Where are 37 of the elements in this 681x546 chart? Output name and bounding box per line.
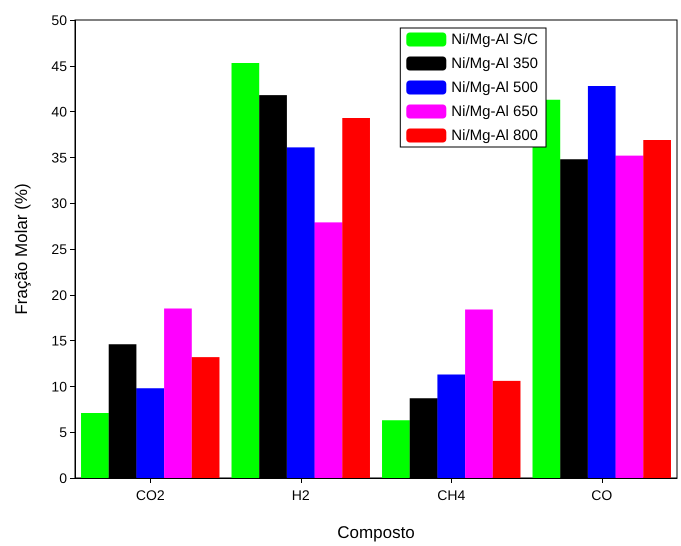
x-tick-label: H2 xyxy=(292,487,310,503)
bar xyxy=(136,388,164,478)
y-tick-label: 35 xyxy=(51,149,68,166)
bar xyxy=(588,86,616,478)
bar xyxy=(616,156,644,478)
y-tick-label: 45 xyxy=(51,58,68,74)
bar xyxy=(643,140,671,478)
bar xyxy=(382,420,410,478)
bar xyxy=(232,63,260,478)
x-tick-label: CH4 xyxy=(437,487,466,503)
legend-label: Ni/Mg-Al 650 xyxy=(451,103,538,120)
y-tick-label: 10 xyxy=(51,378,68,394)
x-tick-label: CO xyxy=(591,487,612,503)
y-axis-title: Fração Molar (%) xyxy=(12,183,31,315)
y-tick-label: 30 xyxy=(51,195,68,212)
y-tick-label: 25 xyxy=(51,241,68,257)
legend-label: Ni/Mg-Al 800 xyxy=(451,127,538,144)
bar xyxy=(314,222,342,478)
y-tick-label: 15 xyxy=(51,332,68,349)
y-tick-label: 40 xyxy=(51,104,68,120)
bar xyxy=(342,118,370,478)
y-tick-label: 0 xyxy=(59,470,68,486)
bar xyxy=(192,357,220,478)
bar xyxy=(465,309,493,478)
bar xyxy=(81,412,109,478)
legend-label: Ni/Mg-Al 350 xyxy=(451,55,538,72)
x-tick-label: CO2 xyxy=(136,487,165,503)
bar xyxy=(164,308,192,478)
legend-label: Ni/Mg-Al 500 xyxy=(451,79,538,96)
bar xyxy=(437,374,466,478)
bar xyxy=(492,380,520,478)
legend-label: Ni/Mg-Al S/C xyxy=(451,31,538,48)
y-tick-label: 20 xyxy=(51,286,68,303)
y-tick-label: 50 xyxy=(51,12,68,28)
bar xyxy=(286,147,315,478)
x-axis-title: Composto xyxy=(337,523,415,542)
y-tick-label: 5 xyxy=(59,424,68,440)
